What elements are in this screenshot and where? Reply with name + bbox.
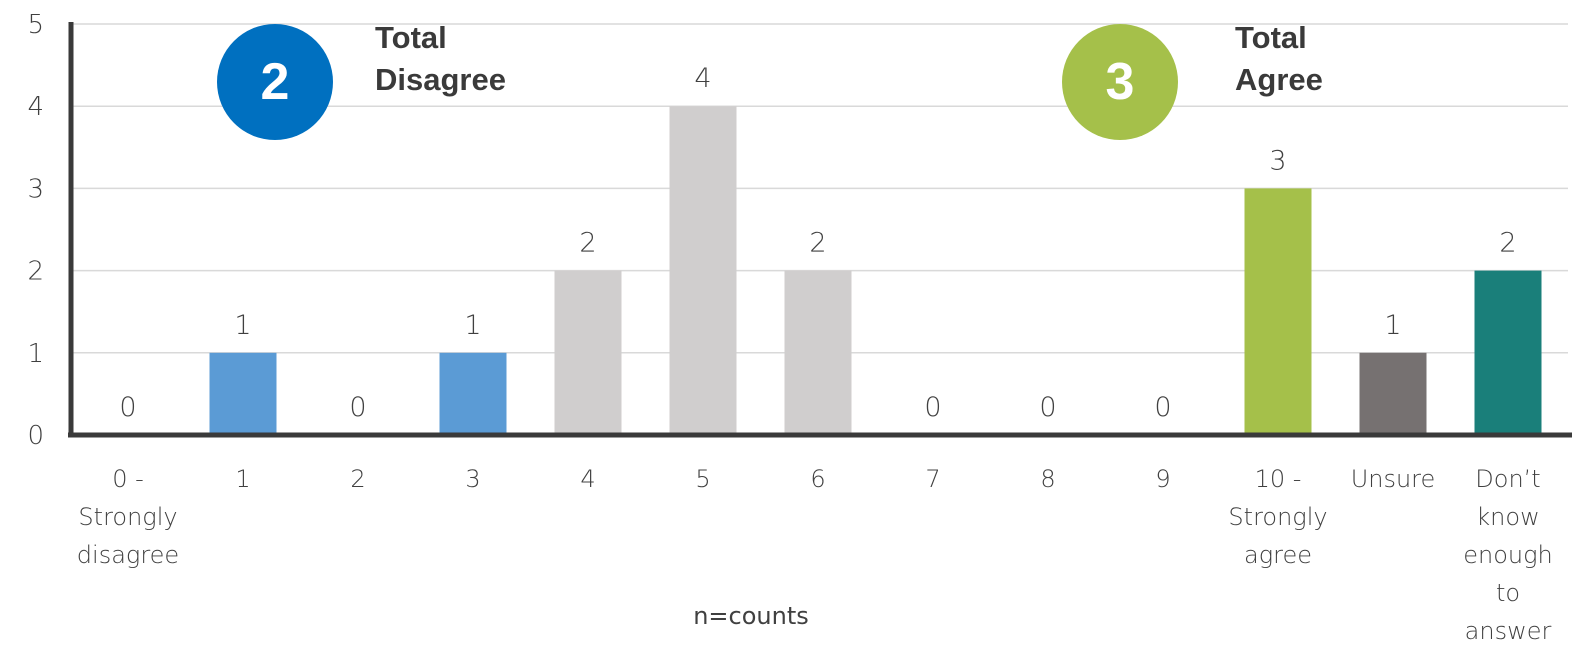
y-tick-label: 5 — [27, 10, 44, 40]
data-label: 0 — [1154, 392, 1171, 423]
data-label: 1 — [464, 310, 481, 341]
x-tick-label: Unsure — [1351, 465, 1436, 493]
data-label: 2 — [809, 228, 826, 259]
y-tick-label: 4 — [27, 92, 44, 122]
bar — [784, 270, 852, 435]
total-agree-label-line1: Total — [1235, 20, 1307, 55]
y-axis-ticks: 0 1 2 3 4 5 — [27, 10, 44, 451]
bar — [209, 352, 277, 435]
x-tick-label: 0 -Strongly disagree — [77, 465, 179, 569]
total-disagree-label-line1: Total — [375, 20, 447, 55]
bar — [669, 106, 737, 435]
total-agree-count: 3 — [1105, 53, 1135, 111]
bar — [1474, 270, 1542, 435]
total-agree-label: Total Agree — [1235, 17, 1323, 101]
x-tick-label: 9 — [1155, 465, 1170, 493]
category-labels: 0 -Strongly disagree 1 2 3 4 5 6 7 8 9 10 -Strongly… — [77, 465, 1553, 645]
data-label: 3 — [1269, 145, 1286, 176]
x-tick-label: 1 — [235, 465, 250, 493]
bar — [554, 270, 622, 435]
x-tick-label: Don’t know enough to answer — [1463, 465, 1552, 645]
y-tick-label: 0 — [27, 421, 44, 451]
bar — [439, 352, 507, 435]
x-tick-label: 3 — [465, 465, 480, 493]
x-axis-label: n=counts — [693, 602, 809, 630]
x-tick-label: 8 — [1040, 465, 1055, 493]
x-tick-label: 6 — [810, 465, 825, 493]
data-label: 2 — [579, 228, 596, 259]
x-tick-label: 7 — [925, 465, 940, 493]
data-label: 0 — [924, 392, 941, 423]
x-tick-label: 2 — [350, 465, 365, 493]
data-label: 1 — [1384, 310, 1401, 341]
data-label: 1 — [234, 310, 251, 341]
x-tick-label: 10 -Strongly agree — [1228, 465, 1327, 569]
data-label: 0 — [1039, 392, 1056, 423]
total-agree-label-line2: Agree — [1235, 62, 1323, 97]
total-agree-badge: 3 — [1062, 24, 1178, 140]
data-label: 4 — [694, 63, 711, 94]
y-tick-label: 2 — [27, 257, 44, 287]
y-tick-label: 1 — [27, 339, 44, 369]
bars — [209, 106, 1542, 435]
y-tick-label: 3 — [27, 174, 44, 204]
data-label: 2 — [1499, 228, 1516, 259]
x-tick-label: 4 — [580, 465, 595, 493]
bar — [1359, 352, 1427, 435]
axes — [68, 22, 1572, 438]
total-disagree-label-line2: Disagree — [375, 62, 506, 97]
x-tick-label: 5 — [695, 465, 710, 493]
total-disagree-count: 2 — [260, 53, 290, 111]
data-label: 0 — [349, 392, 366, 423]
data-labels: 0 1 0 1 2 4 2 0 0 0 3 1 2 — [119, 63, 1516, 423]
total-disagree-label: Total Disagree — [375, 17, 506, 101]
bar — [1244, 188, 1312, 435]
data-label: 0 — [119, 392, 136, 423]
total-disagree-badge: 2 — [217, 24, 333, 140]
